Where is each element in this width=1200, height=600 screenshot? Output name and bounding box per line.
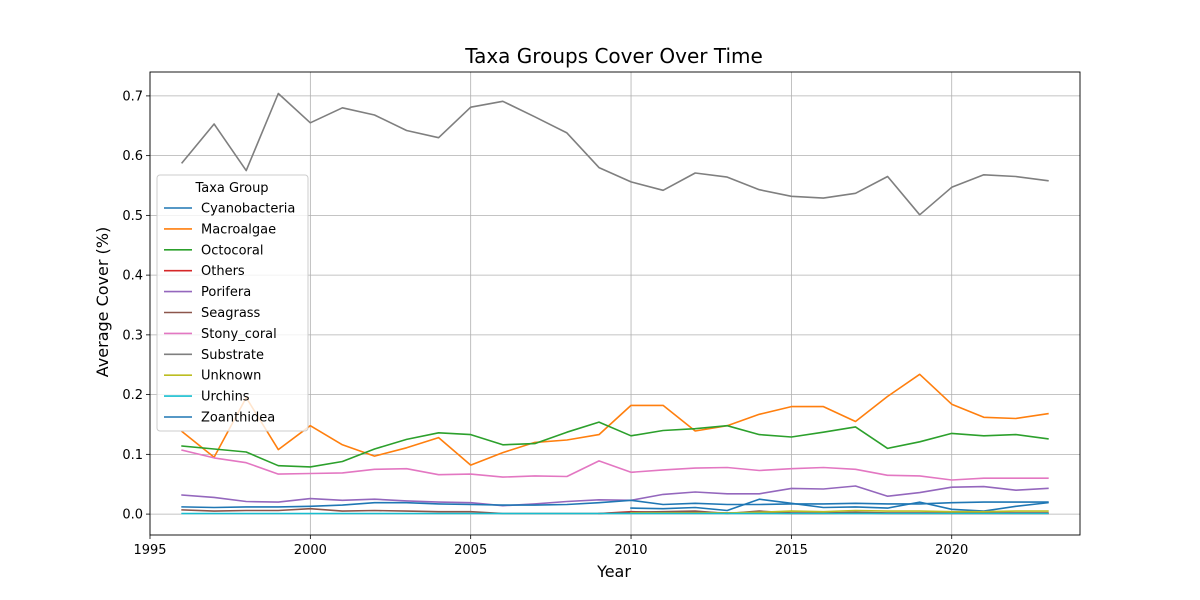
series-line-macroalgae <box>180 373 1049 466</box>
series-line-stony-coral <box>181 449 1049 481</box>
y-tick-label: 0.5 <box>122 209 143 224</box>
plot-frame <box>149 71 1081 536</box>
y-tick-label: 0.7 <box>122 89 143 104</box>
y-tick-label: 0.6 <box>122 149 143 164</box>
legend-label-porifera: Porifera <box>201 285 251 300</box>
legend-label-cyanobacteria: Cyanobacteria <box>201 202 295 217</box>
x-tick-label: 2000 <box>294 543 327 558</box>
series-line-octocoral <box>181 421 1049 468</box>
legend: Taxa Group Cyanobacteria Macroalgae Octoco… <box>156 174 309 432</box>
legend-label-zoanthidea: Zoanthidea <box>201 411 275 426</box>
chart-title: Taxa Groups Cover Over Time <box>464 44 763 68</box>
series-line-cyanobacteria <box>630 498 1049 512</box>
y-tick-label: 0.0 <box>122 508 143 523</box>
legend-label-others: Others <box>201 264 245 279</box>
legend-label-urchins: Urchins <box>201 390 250 405</box>
y-axis-label: Average Cover (%) <box>93 227 112 377</box>
legend-title: Taxa Group <box>194 181 268 196</box>
y-tick-label: 0.4 <box>122 269 143 284</box>
series-layer <box>180 92 1049 515</box>
x-tick-label: 2015 <box>775 543 808 558</box>
legend-label-stony-coral: Stony_coral <box>201 327 277 342</box>
y-tick-label: 0.2 <box>122 388 143 403</box>
legend-label-macroalgae: Macroalgae <box>201 222 276 237</box>
legend-box <box>156 174 309 432</box>
legend-label-unknown: Unknown <box>201 369 261 384</box>
x-tick-label: 2020 <box>935 543 968 558</box>
x-tick-label: 1995 <box>133 543 166 558</box>
series-line-substrate <box>180 92 1049 216</box>
series-line-zoanthidea <box>181 499 1049 509</box>
x-tick-label: 2010 <box>614 543 647 558</box>
legend-label-seagrass: Seagrass <box>201 306 261 321</box>
x-axis-label: Year <box>596 562 631 581</box>
y-tick-label: 0.3 <box>122 328 143 343</box>
y-tick-label: 0.1 <box>122 448 143 463</box>
series-line-porifera <box>181 485 1049 507</box>
x-tick-label: 2005 <box>454 543 487 558</box>
legend-label-octocoral: Octocoral <box>201 243 263 258</box>
axis-ticks: 1995 2000 2005 2010 2015 2020 0.0 0.1 0.2 0.3 0.4 0… <box>122 89 968 558</box>
legend-label-substrate: Substrate <box>201 348 264 363</box>
